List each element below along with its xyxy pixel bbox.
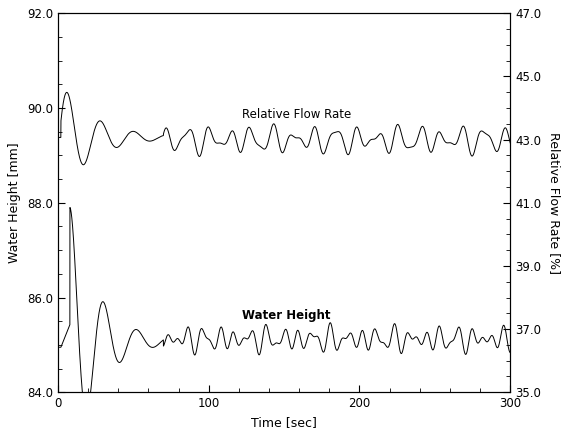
Y-axis label: Water Height [mm]: Water Height [mm] <box>9 142 21 263</box>
Text: Water Height: Water Height <box>242 309 331 322</box>
Y-axis label: Relative Flow Rate [%]: Relative Flow Rate [%] <box>548 132 560 274</box>
X-axis label: Time [sec]: Time [sec] <box>251 416 317 429</box>
Text: Relative Flow Rate: Relative Flow Rate <box>242 108 351 121</box>
